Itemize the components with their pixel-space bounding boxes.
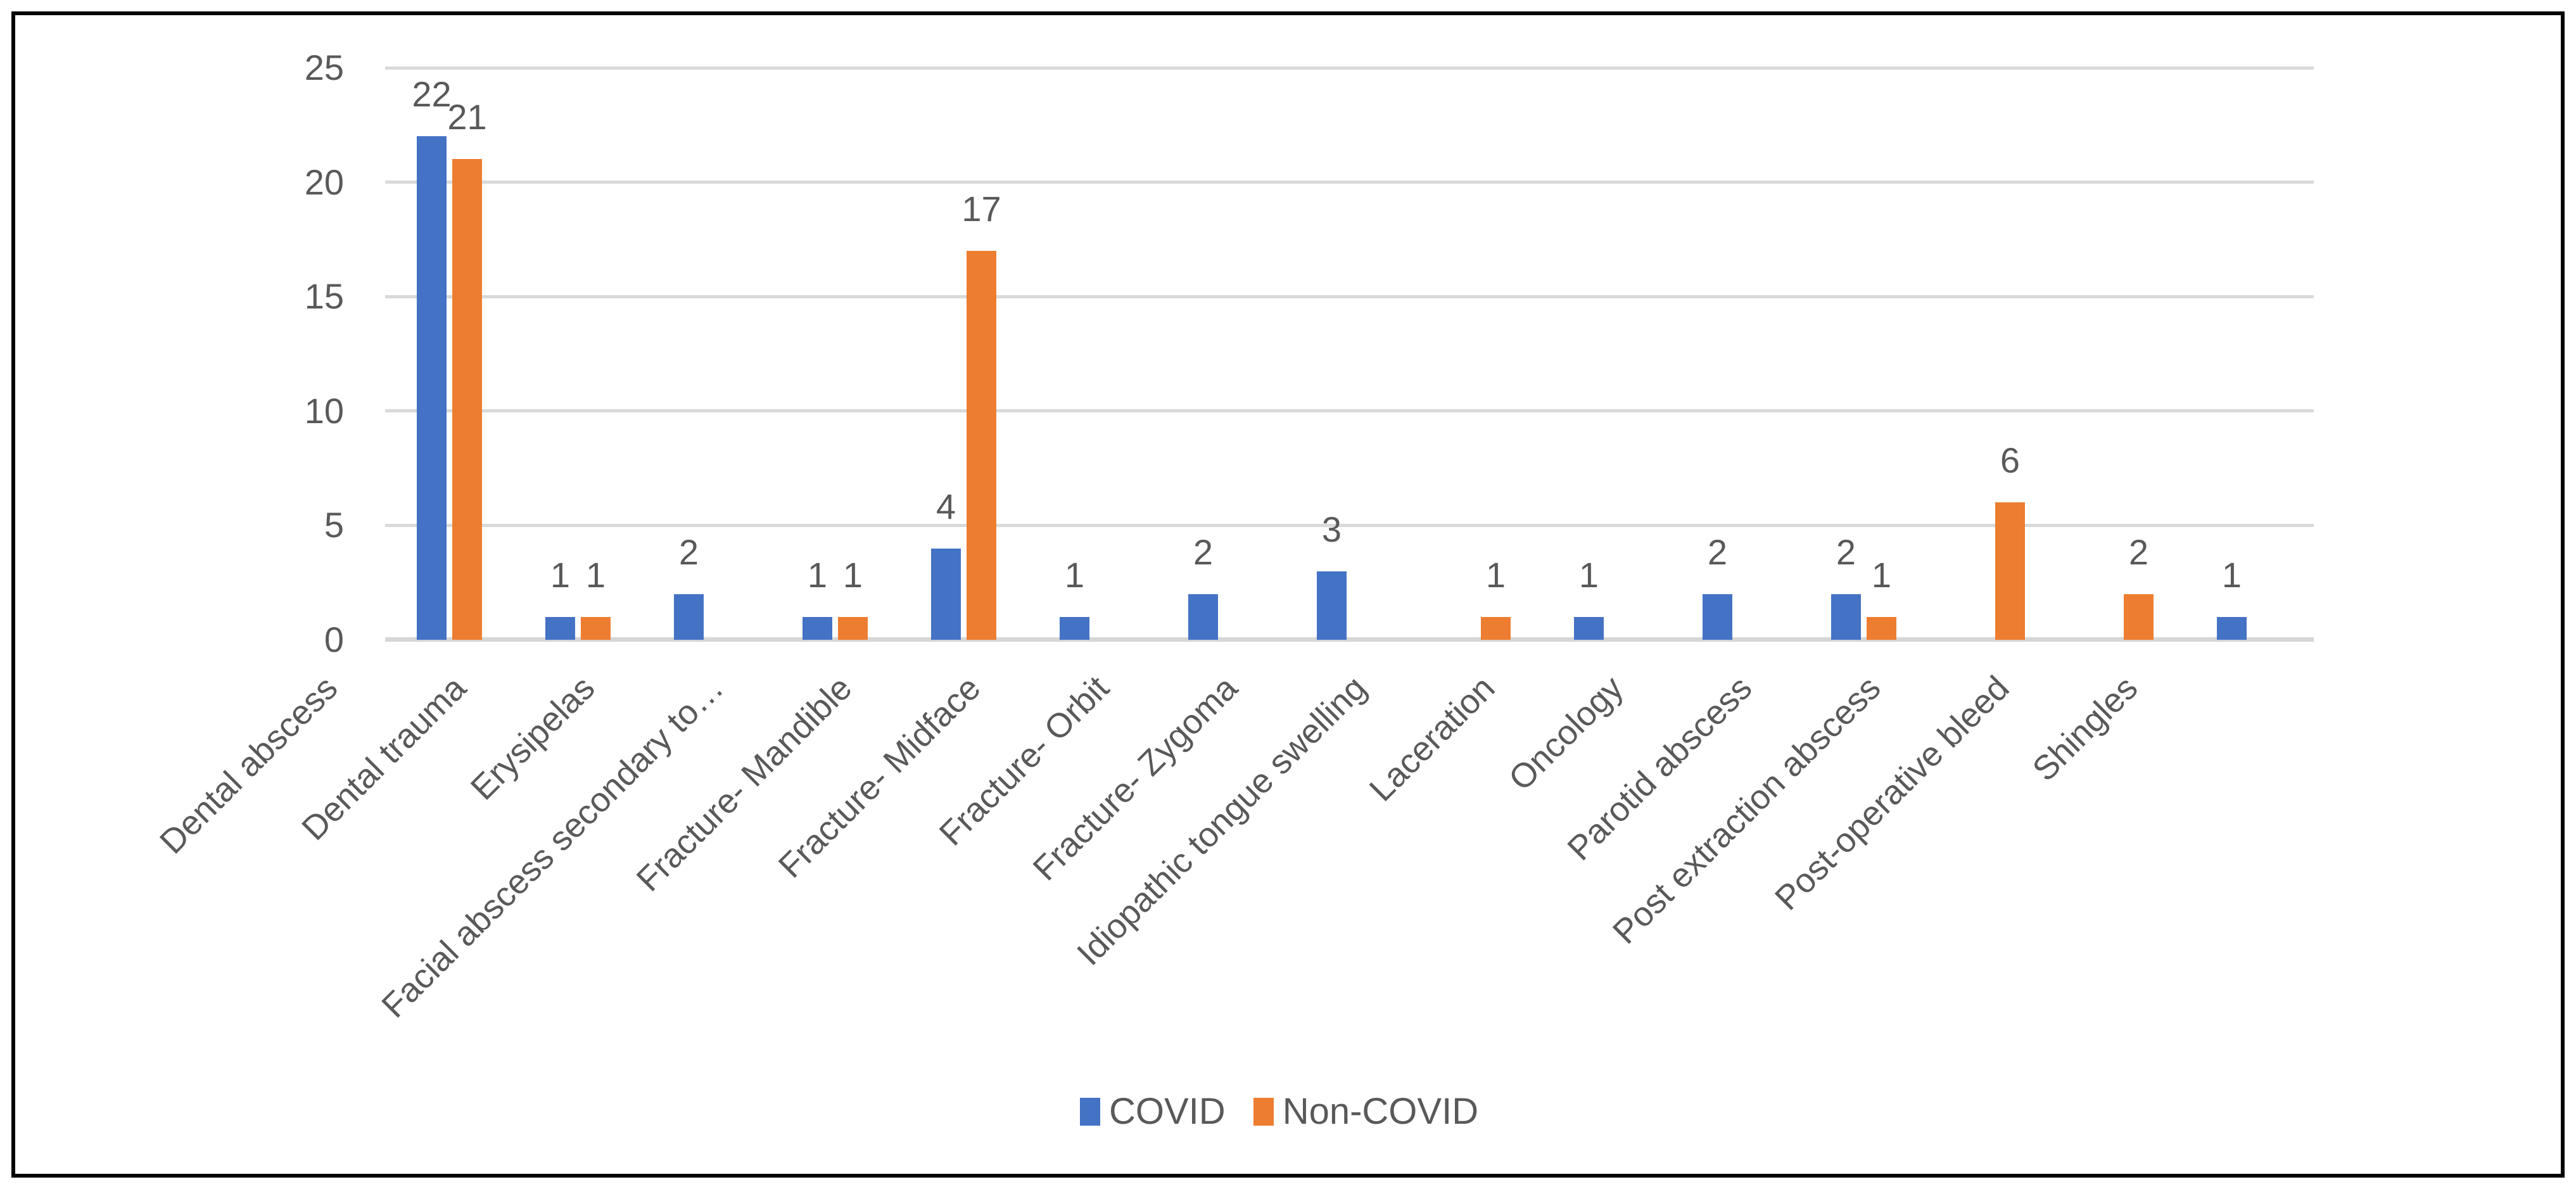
bar-non-covid: 1 [1481, 557, 1511, 640]
category-slot: 2 [642, 68, 771, 640]
bar-value-label: 4 [936, 486, 956, 526]
bar-value-label: 2 [1193, 531, 1214, 572]
bar-non-covid: 1 [1867, 557, 1896, 640]
bar-non-covid: 6 [1995, 443, 2025, 640]
bar-value-label: 6 [2000, 440, 2021, 481]
plot-area: 22 21 1 1 2 1 1 4 17 1 2 3 1 1 2 2 1 6 2 1 [385, 66, 2314, 642]
y-axis-tick-label-0: 0 [324, 620, 344, 659]
gridline-5 [385, 523, 2314, 527]
legend-swatch-covid [1080, 1098, 1100, 1126]
bar-covid: 22 [412, 77, 452, 640]
category-slot: 1 [2185, 68, 2314, 640]
bar-covid: 2 [674, 534, 704, 640]
bar-value-label: 17 [961, 188, 1001, 229]
legend-item-covid: COVID [1080, 1093, 1226, 1130]
legend: COVID Non-COVID [1080, 1093, 1478, 1130]
bar-covid: 1 [2217, 557, 2247, 640]
legend-swatch-non-covid [1253, 1098, 1274, 1126]
bar-non-covid: 2 [2124, 534, 2154, 640]
bar-value-label: 22 [412, 74, 452, 115]
bar-covid: 1 [545, 557, 575, 640]
bar-value-label: 1 [1871, 554, 1892, 595]
gridline-10 [385, 409, 2314, 413]
category-slot: 2 [2057, 68, 2185, 640]
bar-value-label: 21 [447, 97, 487, 137]
bar-covid: 1 [803, 557, 832, 640]
bar-non-covid: 1 [838, 557, 868, 640]
category-slot: 4 17 [899, 68, 1028, 640]
bar-value-label: 1 [1485, 554, 1506, 595]
y-axis-labels: 0 5 10 15 20 25 [241, 50, 344, 658]
bar-non-covid: 17 [961, 191, 1001, 640]
y-axis-tick-label-10: 10 [304, 390, 344, 431]
y-axis-tick-label-25: 25 [304, 48, 344, 87]
bar-non-covid: 1 [581, 557, 611, 640]
bar-value-label: 1 [585, 554, 606, 595]
bar-value-label: 2 [1707, 531, 1728, 572]
bar-value-label: 2 [1836, 531, 1856, 572]
legend-label-covid: COVID [1109, 1091, 1226, 1132]
category-slot: 22 21 [385, 68, 514, 640]
bar-covid: 4 [931, 488, 961, 640]
x-axis-line [385, 637, 2314, 642]
bar-covid: 3 [1317, 511, 1347, 640]
category-slot: 6 [1928, 68, 2057, 640]
bar-value-label: 1 [550, 554, 571, 595]
bar-value-label: 2 [2128, 531, 2149, 572]
category-slot: 1 [1542, 68, 1671, 640]
gridline-20 [385, 181, 2314, 184]
bar-value-label: 2 [678, 531, 699, 572]
bar-covid: 2 [1188, 534, 1218, 640]
bar-covid: 1 [1574, 557, 1604, 640]
gridline-25 [385, 66, 2314, 70]
y-axis-tick-label-5: 5 [324, 505, 344, 545]
category-slot: 2 [1671, 68, 1799, 640]
category-slot: 3 [1285, 68, 1414, 640]
bar-value-label: 1 [1064, 554, 1085, 595]
bar-covid: 1 [1060, 557, 1089, 640]
bar-covid: 2 [1831, 534, 1861, 640]
legend-item-non-covid: Non-COVID [1253, 1093, 1478, 1130]
bar-value-label: 1 [1578, 554, 1599, 595]
bar-non-covid: 21 [447, 99, 487, 640]
category-slot: 1 [1028, 68, 1157, 640]
bar-value-label: 1 [842, 554, 863, 595]
legend-label-non-covid: Non-COVID [1282, 1091, 1479, 1132]
gridline-15 [385, 295, 2314, 298]
bar-covid: 2 [1703, 534, 1732, 640]
category-slot: 2 [1157, 68, 1285, 640]
y-axis-tick-label-20: 20 [304, 162, 344, 202]
category-slot: 1 [1414, 68, 1542, 640]
bar-value-label: 1 [807, 554, 828, 595]
bars-layer: 22 21 1 1 2 1 1 4 17 1 2 3 1 1 2 2 1 6 2 1 [385, 68, 2314, 640]
bar-value-label: 1 [2221, 554, 2242, 595]
y-axis-tick-label-15: 15 [304, 276, 344, 317]
bar-value-label: 3 [1321, 509, 1342, 549]
